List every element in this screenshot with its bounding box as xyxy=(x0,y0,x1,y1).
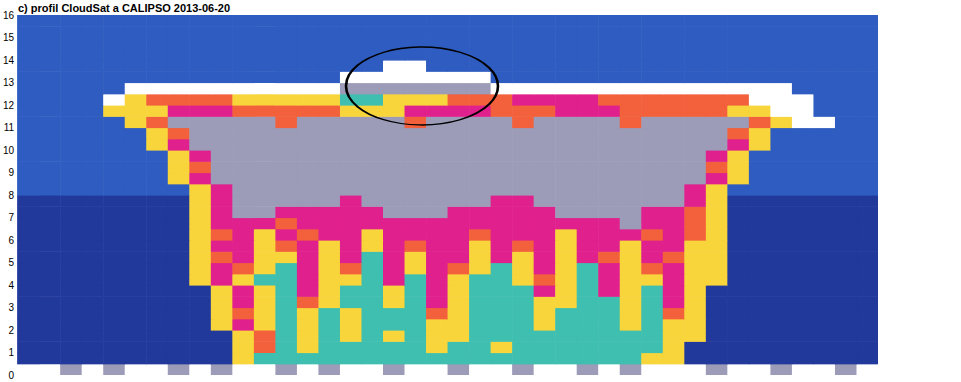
svg-text:9: 9 xyxy=(9,167,15,178)
svg-text:1: 1 xyxy=(9,347,15,358)
svg-text:13: 13 xyxy=(3,77,15,88)
svg-text:6: 6 xyxy=(9,235,15,246)
svg-text:15: 15 xyxy=(3,32,15,43)
svg-text:8: 8 xyxy=(9,190,15,201)
svg-text:16: 16 xyxy=(3,10,15,21)
svg-text:3: 3 xyxy=(9,302,15,313)
svg-text:14: 14 xyxy=(3,55,15,66)
svg-text:c) profil CloudSat a CALIPSO 2: c) profil CloudSat a CALIPSO 2013-06-20 xyxy=(18,2,230,14)
svg-text:0: 0 xyxy=(9,370,15,381)
svg-text:11: 11 xyxy=(4,122,15,133)
svg-text:5: 5 xyxy=(9,257,15,268)
svg-text:10: 10 xyxy=(3,145,15,156)
svg-text:12: 12 xyxy=(3,100,15,111)
svg-text:4: 4 xyxy=(9,280,15,291)
svg-text:2: 2 xyxy=(9,325,15,336)
svg-text:7: 7 xyxy=(9,212,15,223)
